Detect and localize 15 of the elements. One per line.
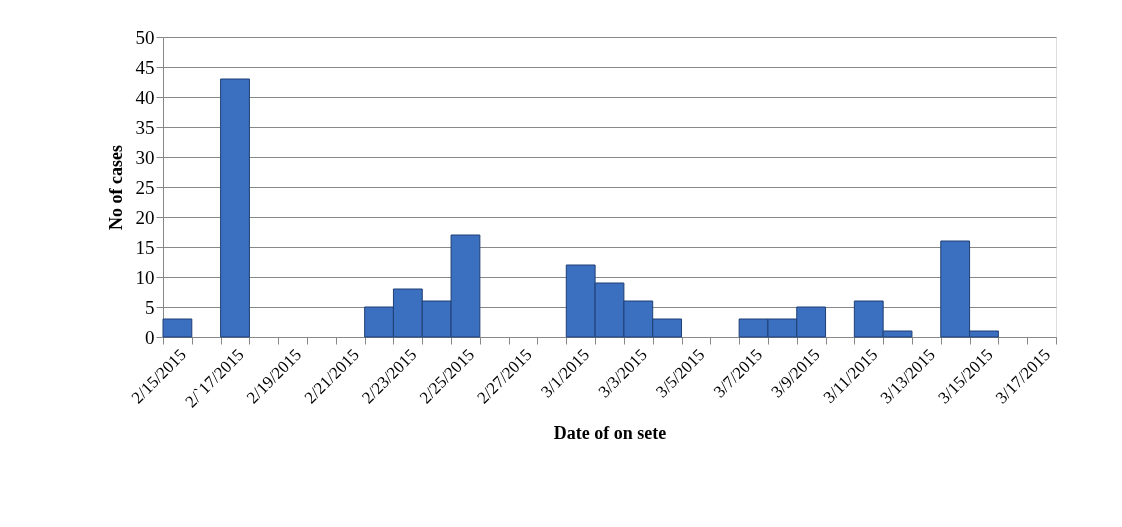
y-tick-label: 40 [135, 86, 155, 108]
bar [162, 318, 193, 338]
x-axis-title: Date of on sete [553, 422, 667, 443]
y-tick-label: 30 [135, 146, 155, 168]
y-tick-label: 20 [135, 206, 155, 228]
y-tick-label: 5 [145, 296, 155, 318]
bar [220, 78, 250, 338]
y-tick-label: 0 [145, 326, 155, 348]
y-axis-title: No of cases [105, 145, 126, 230]
y-tick-label: 15 [135, 236, 155, 258]
y-tick-label: 35 [135, 116, 155, 138]
y-tick-label: 10 [135, 266, 155, 288]
y-tick-label: 25 [135, 176, 155, 198]
y-tick-label: 50 [135, 26, 155, 48]
y-tick-label: 45 [135, 56, 155, 78]
